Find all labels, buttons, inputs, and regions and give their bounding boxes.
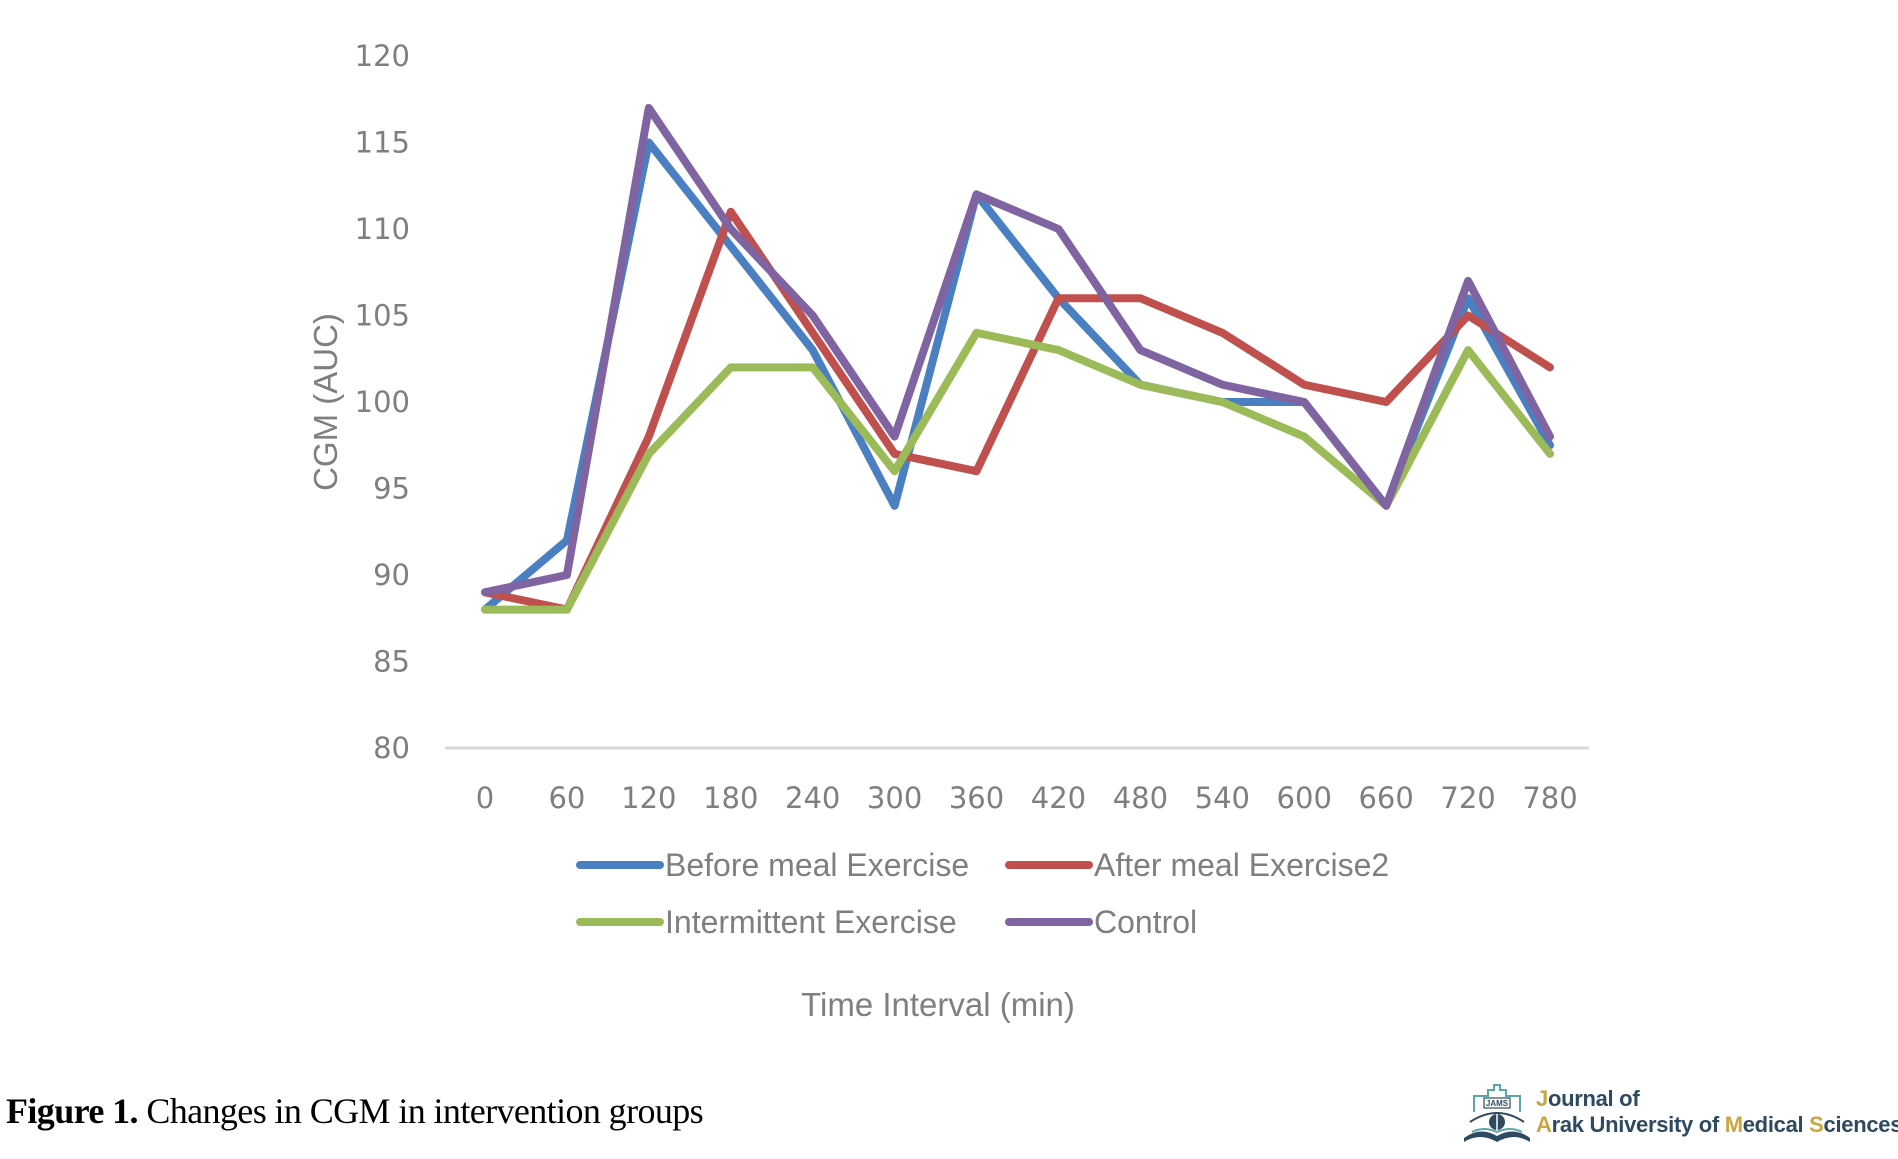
- series-line-intermittent-exercise: [481, 328, 1554, 614]
- x-tick-label: 240: [785, 781, 840, 815]
- y-tick-label: 85: [373, 645, 410, 679]
- figure-label: Figure 1.: [6, 1091, 139, 1131]
- x-tick-label: 0: [476, 781, 494, 815]
- x-tick-label: 60: [548, 781, 585, 815]
- x-tick-label: 660: [1358, 781, 1413, 815]
- legend-label: After meal Exercise2: [1094, 847, 1389, 883]
- legend: Before meal Exercise After meal Exercise2…: [576, 847, 1389, 940]
- x-tick-label: 300: [867, 781, 922, 815]
- legend-label: Control: [1094, 904, 1197, 940]
- legend-item-control: Control: [1005, 904, 1197, 940]
- legend-item-before-meal-exercise: Before meal Exercise: [576, 847, 969, 883]
- x-tick-label: 600: [1277, 781, 1332, 815]
- legend-label: Before meal Exercise: [665, 847, 969, 883]
- journal-logo: JAMS Journal of Arak University of Medic…: [1460, 1082, 1898, 1148]
- logo-badge-text: JAMS: [1486, 1099, 1509, 1108]
- journal-name-line1: Journal of: [1536, 1086, 1640, 1111]
- x-axis-title: Time Interval (min): [801, 986, 1075, 1023]
- journal-name: Journal of Arak University of Medical Sc…: [1536, 1086, 1898, 1138]
- legend-item-intermittent-exercise: Intermittent Exercise: [576, 904, 957, 940]
- legend-item-after-meal-exercise2: After meal Exercise2: [1005, 847, 1389, 883]
- y-tick-label: 95: [373, 472, 410, 506]
- y-axis-title: CGM (AUC): [307, 313, 344, 491]
- x-tick-label: 480: [1113, 781, 1168, 815]
- y-tick-label: 80: [373, 731, 410, 765]
- x-tick-label: 780: [1522, 781, 1577, 815]
- legend-label: Intermittent Exercise: [665, 904, 957, 940]
- x-tick-label: 360: [949, 781, 1004, 815]
- x-axis-ticks: 0 60 120 180 240 300 360 420 480 540 600 660 720 780: [476, 781, 1578, 815]
- x-tick-label: 540: [1195, 781, 1250, 815]
- series-line-after-meal-exercise2: [481, 207, 1554, 614]
- y-tick-label: 110: [355, 212, 410, 246]
- figure-caption-text: Changes in CGM in intervention groups: [137, 1091, 704, 1131]
- y-tick-label: 115: [355, 126, 410, 160]
- x-tick-label: 180: [703, 781, 758, 815]
- x-tick-label: 720: [1440, 781, 1495, 815]
- y-tick-label: 120: [355, 39, 410, 73]
- series-line-control: [481, 103, 1554, 597]
- y-tick-label: 100: [355, 385, 410, 419]
- y-axis-ticks: 80 85 90 95 100 105 110 115 120: [355, 39, 410, 765]
- figure-caption: Figure 1. Changes in CGM in intervention…: [6, 1090, 704, 1132]
- y-tick-label: 90: [373, 558, 410, 592]
- line-chart: 80 85 90 95 100 105 110 115 120 0 60 120 180 240 300 3…: [307, 39, 1589, 1023]
- x-tick-label: 420: [1031, 781, 1086, 815]
- jams-emblem-icon: JAMS: [1464, 1084, 1530, 1142]
- journal-name-line2: Arak University of Medical Sciences: [1536, 1112, 1898, 1137]
- y-tick-label: 105: [355, 299, 410, 333]
- x-tick-label: 120: [621, 781, 676, 815]
- series-lines: [481, 103, 1554, 614]
